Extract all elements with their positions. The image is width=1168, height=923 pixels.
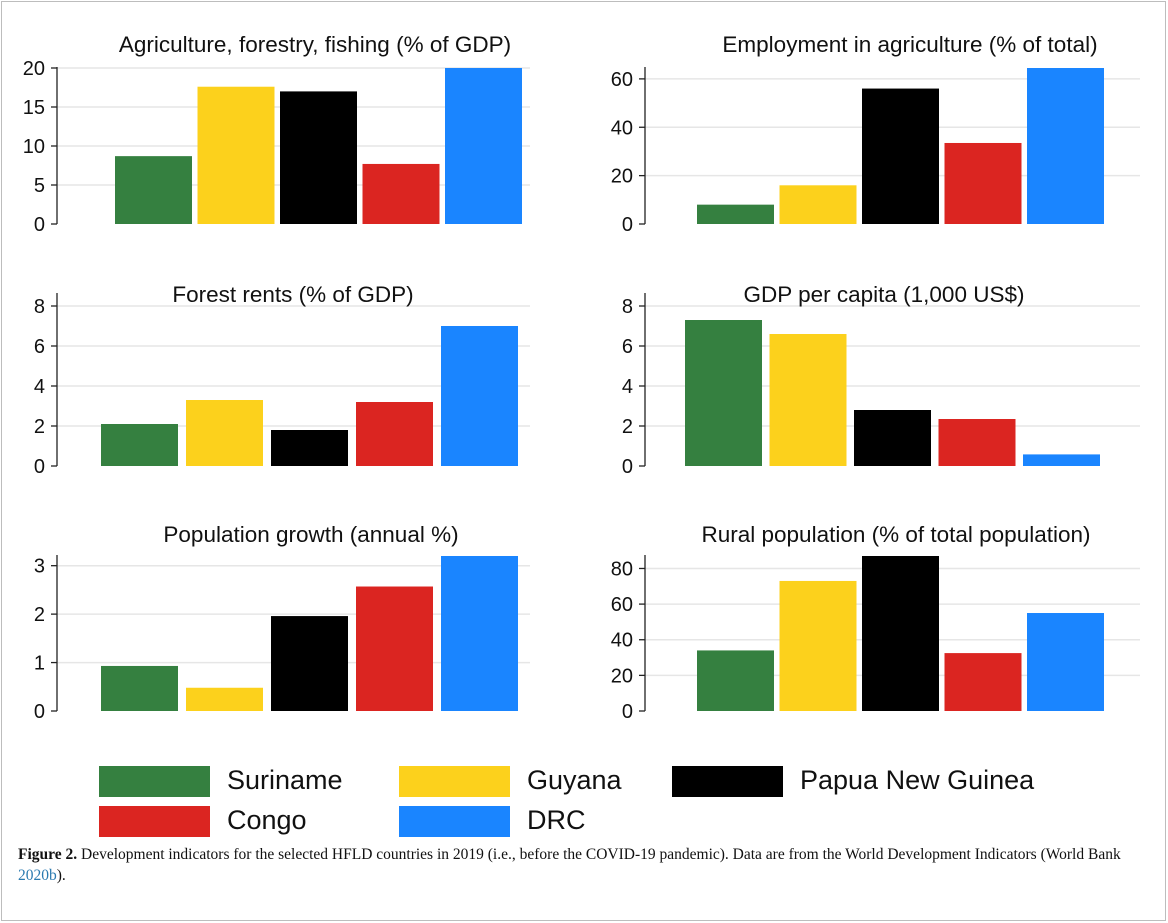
bar-guyana xyxy=(779,185,857,224)
legend-label-congo: Congo xyxy=(227,805,307,835)
y-tick-label: 8 xyxy=(34,296,45,318)
bar-drc xyxy=(1023,454,1100,466)
y-tick-label: 0 xyxy=(34,456,45,478)
caption-text: Development indicators for the selected … xyxy=(77,846,1121,863)
y-tick-label: 2 xyxy=(622,416,633,438)
legend-label-papua-new-guinea: Papua New Guinea xyxy=(800,765,1035,795)
bar-congo xyxy=(362,163,440,224)
y-tick-label: 20 xyxy=(23,58,45,80)
y-tick-label: 2 xyxy=(34,416,45,438)
chart-panel-mr: 0 2 4 6 8 GDP per capita (1,000 US$) xyxy=(622,282,1140,478)
caption-end: ). xyxy=(56,867,66,884)
legend-swatch-papua-new-guinea xyxy=(672,766,783,797)
chart-panel-br: 0 20 40 60 80 Rural population (% of total po… xyxy=(611,522,1140,723)
y-tick-label: 0 xyxy=(622,456,633,478)
y-tick-label: 0 xyxy=(34,701,45,723)
bar-drc xyxy=(441,556,518,711)
bar-papua-new-guinea xyxy=(862,88,939,224)
bar-papua-new-guinea xyxy=(271,616,348,711)
chart-title: Rural population (% of total population) xyxy=(702,522,1091,547)
bar-congo xyxy=(356,402,433,466)
y-tick-label: 15 xyxy=(23,97,45,119)
y-tick-label: 8 xyxy=(622,296,633,318)
caption-figure-label: Figure 2. xyxy=(18,846,78,863)
y-tick-label: 4 xyxy=(622,376,633,398)
y-tick-label: 40 xyxy=(611,630,633,652)
chart-panel-tr: 0 20 40 60 Employment in agriculture (% of t… xyxy=(611,32,1140,236)
bar-guyana xyxy=(197,86,275,224)
y-tick-label: 80 xyxy=(611,558,633,580)
bar-congo xyxy=(938,419,1016,466)
y-tick-label: 40 xyxy=(611,117,633,139)
y-tick-label: 4 xyxy=(34,376,45,398)
legend-label-suriname: Suriname xyxy=(227,765,343,795)
bar-suriname xyxy=(115,156,192,224)
y-tick-label: 60 xyxy=(611,594,633,616)
chart-title: Forest rents (% of GDP) xyxy=(172,282,413,307)
y-tick-label: 0 xyxy=(622,701,633,723)
y-tick-label: 6 xyxy=(34,336,45,358)
bar-suriname xyxy=(101,424,178,466)
y-tick-label: 5 xyxy=(34,175,45,197)
y-tick-label: 10 xyxy=(23,136,45,158)
bar-papua-new-guinea xyxy=(854,410,931,466)
bar-papua-new-guinea xyxy=(271,430,348,466)
bar-suriname xyxy=(697,650,774,711)
bar-drc xyxy=(445,68,522,224)
y-tick-label: 3 xyxy=(34,556,45,578)
legend-label-guyana: Guyana xyxy=(527,765,622,795)
chart-title: Population growth (annual %) xyxy=(163,522,458,547)
chart-title: Employment in agriculture (% of total) xyxy=(722,32,1097,57)
bar-congo xyxy=(944,142,1022,224)
bar-congo xyxy=(356,586,433,711)
y-tick-label: 1 xyxy=(34,653,45,675)
bar-suriname xyxy=(101,665,178,711)
caption-citation-link[interactable]: 2020b xyxy=(18,867,57,884)
chart-panel-tl: 0 5 10 15 20 Agriculture, forestry, fishing (… xyxy=(23,32,530,236)
legend-swatch-suriname xyxy=(99,766,210,797)
legend-swatch-congo xyxy=(99,806,210,837)
bar-guyana xyxy=(186,400,263,466)
bar-drc xyxy=(1027,68,1104,224)
chart-title: Agriculture, forestry, fishing (% of GDP… xyxy=(119,32,511,57)
bar-suriname xyxy=(685,320,762,466)
figure-caption: Figure 2. Development indicators for the… xyxy=(18,844,1153,886)
y-tick-label: 6 xyxy=(622,336,633,358)
bar-guyana xyxy=(186,687,263,711)
bar-guyana xyxy=(779,580,857,711)
chart-title: GDP per capita (1,000 US$) xyxy=(744,282,1025,307)
bar-guyana xyxy=(769,334,847,466)
bar-papua-new-guinea xyxy=(280,91,357,225)
bar-drc xyxy=(441,326,518,466)
bar-papua-new-guinea xyxy=(862,556,939,711)
y-tick-label: 20 xyxy=(611,665,633,687)
y-tick-label: 0 xyxy=(622,214,633,236)
y-tick-label: 60 xyxy=(611,69,633,91)
bar-suriname xyxy=(697,204,774,224)
bar-drc xyxy=(1027,613,1104,711)
chart-panel-bl: 0 1 2 3 Population growth (annual %) xyxy=(34,522,530,723)
y-tick-label: 20 xyxy=(611,166,633,188)
legend-label-drc: DRC xyxy=(527,805,586,835)
y-tick-label: 2 xyxy=(34,604,45,626)
bar-congo xyxy=(944,653,1022,711)
chart-panel-ml: 0 2 4 6 8 Forest rents (% of GDP) xyxy=(34,282,530,478)
legend-swatch-drc xyxy=(399,806,510,837)
y-tick-label: 0 xyxy=(34,214,45,236)
legend-swatch-guyana xyxy=(399,766,510,797)
